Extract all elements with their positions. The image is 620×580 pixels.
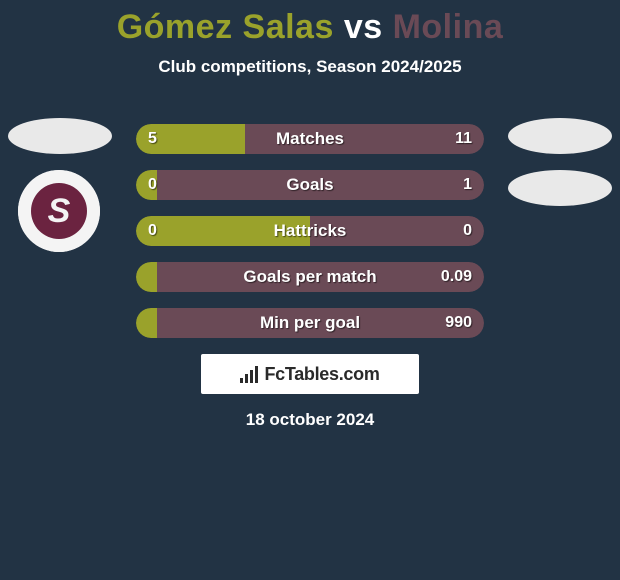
title-player1: Gómez Salas: [117, 8, 334, 46]
brand-text: FcTables.com: [264, 364, 379, 385]
bar-value-left: 0: [148, 176, 157, 194]
bar-label: Hattricks: [274, 221, 347, 241]
bar-value-right: 0: [463, 222, 472, 240]
sponsor-oval-right-1: [508, 118, 612, 154]
bar-label: Goals per match: [243, 267, 376, 287]
bar-row: 0 1 Goals: [136, 170, 484, 200]
bar-label: Goals: [286, 175, 333, 195]
club-badge-letter: S: [31, 183, 87, 239]
sponsor-oval-left: [8, 118, 112, 154]
bar-label: Min per goal: [260, 313, 360, 333]
page-title: Gómez Salas vs Molina: [0, 0, 620, 47]
bar-value-right: 1: [463, 176, 472, 194]
bar-value-right: 990: [445, 314, 472, 332]
bar-value-right: 11: [455, 130, 472, 148]
bar-segment-left: [136, 308, 157, 338]
title-player2: Molina: [393, 8, 504, 46]
bar-row: 0.09 Goals per match: [136, 262, 484, 292]
bar-row: 990 Min per goal: [136, 308, 484, 338]
bar-label: Matches: [276, 129, 344, 149]
sponsor-oval-right-2: [508, 170, 612, 206]
bar-value-right: 0.09: [441, 268, 472, 286]
bar-value-left: 0: [148, 222, 157, 240]
title-vs: vs: [334, 8, 393, 46]
bar-row: 0 0 Hattricks: [136, 216, 484, 246]
brand-box: FcTables.com: [201, 354, 419, 394]
bar-row: 5 11 Matches: [136, 124, 484, 154]
comparison-bars: 5 11 Matches 0 1 Goals 0 0 Hattricks 0.09 Goals pe…: [136, 124, 484, 354]
bar-value-left: 5: [148, 130, 157, 148]
bar-segment-left: [136, 262, 157, 292]
subtitle: Club competitions, Season 2024/2025: [0, 57, 620, 77]
brand-chart-icon: [240, 365, 258, 383]
club-badge-left: S: [18, 170, 100, 252]
date-text: 18 october 2024: [246, 410, 375, 430]
left-column: S: [8, 118, 112, 252]
right-column: [508, 118, 612, 222]
